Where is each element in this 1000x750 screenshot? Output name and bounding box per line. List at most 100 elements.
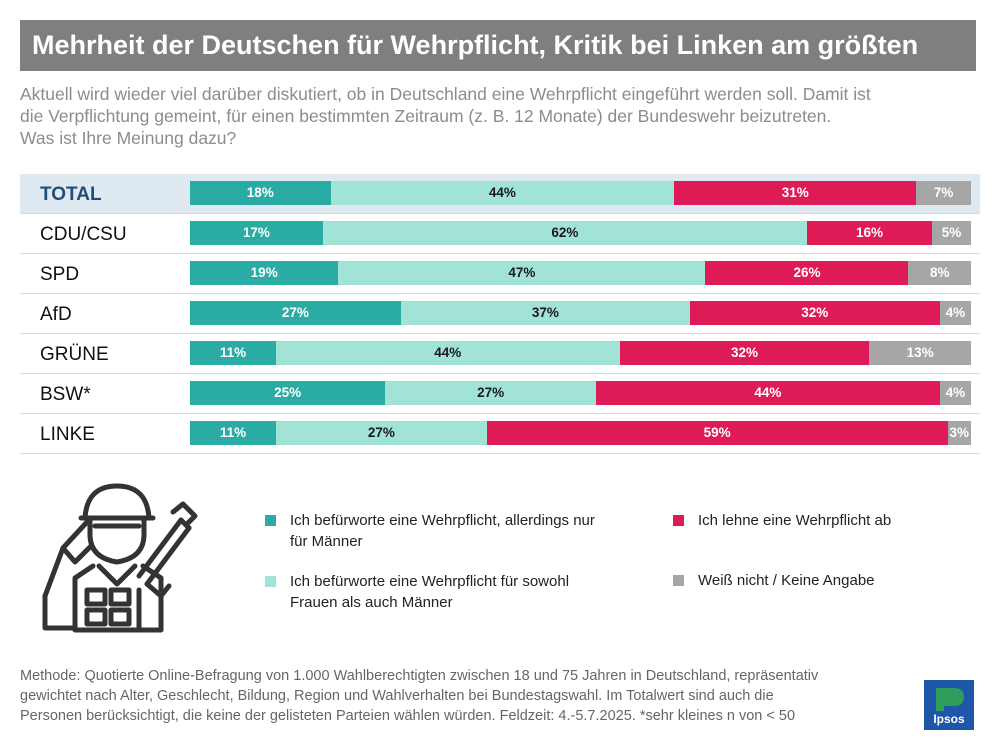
chart-row: TOTAL 18% 44% 31% 7%	[20, 174, 980, 214]
data-label: 11%	[219, 345, 247, 360]
chart-subtitle: Aktuell wird wieder viel darüber diskuti…	[20, 83, 980, 149]
data-label: 26%	[793, 265, 821, 280]
category-label: BSW*	[40, 384, 91, 405]
seg-both: 44%	[275, 341, 620, 365]
chart-row: GRÜNE 11% 44% 32% 13%	[20, 334, 980, 374]
data-label: 16%	[855, 225, 883, 240]
seg-men-only: 19%	[190, 261, 339, 285]
seg-unknown: 7%	[916, 181, 971, 205]
category-label: SPD	[40, 264, 80, 285]
seg-both: 62%	[322, 221, 807, 245]
data-label: 4%	[945, 305, 966, 320]
legend-label-line: Ich befürworte eine Wehrpflicht für sowo…	[290, 573, 570, 590]
logo-text: Ipsos	[933, 712, 965, 726]
data-label: 44%	[434, 345, 462, 360]
chart-row: AfD 27% 37% 32% 4%	[20, 294, 980, 334]
seg-men-only: 11%	[190, 421, 276, 445]
category-label: LINKE	[40, 424, 95, 445]
data-label: 47%	[508, 265, 536, 280]
data-label: 27%	[367, 425, 395, 440]
saluting-soldier-icon	[42, 483, 198, 633]
seg-men-only: 25%	[190, 381, 386, 405]
stacked-bar: 27% 37% 32% 4%	[190, 301, 971, 325]
seg-unknown: 4%	[939, 381, 971, 405]
seg-both: 27%	[385, 381, 597, 405]
data-label: 44%	[754, 385, 782, 400]
data-label: 31%	[781, 185, 809, 200]
subtitle-line: die Verpflichtung gemeint, für einen bes…	[20, 106, 832, 126]
stacked-bar: 18% 44% 31% 7%	[190, 181, 971, 205]
data-label: 7%	[933, 185, 954, 200]
seg-reject: 32%	[619, 341, 870, 365]
seg-reject: 59%	[486, 421, 948, 445]
legend-label-line: Weiß nicht / Keine Angabe	[698, 572, 875, 589]
data-label: 32%	[730, 345, 758, 360]
methodology-note: Methode: Quotierte Online-Befragung von …	[20, 666, 920, 726]
category-label: TOTAL	[40, 184, 102, 205]
data-label: 19%	[250, 265, 278, 280]
legend-item-unknown: Weiß nicht / Keine Angabe	[698, 570, 978, 591]
chart-row: BSW* 25% 27% 44% 4%	[20, 374, 980, 414]
seg-unknown: 8%	[908, 261, 971, 285]
data-label: 44%	[488, 185, 516, 200]
category-label: CDU/CSU	[40, 224, 127, 245]
seg-men-only: 27%	[190, 301, 401, 325]
data-label: 37%	[531, 305, 559, 320]
data-label: 5%	[941, 225, 962, 240]
data-label: 8%	[929, 265, 950, 280]
legend-label-line: für Männer	[290, 533, 363, 550]
subtitle-line: Was ist Ihre Meinung dazu?	[20, 128, 237, 148]
legend-label-line: Ich befürworte eine Wehrpflicht, allerdi…	[290, 512, 595, 529]
seg-reject: 26%	[705, 261, 909, 285]
seg-reject: 44%	[596, 381, 940, 405]
ipsos-logo: Ipsos	[924, 680, 974, 730]
footer-line: Methode: Quotierte Online-Befragung von …	[20, 668, 819, 684]
category-label: GRÜNE	[40, 344, 109, 365]
logo-mark-icon	[936, 688, 964, 711]
category-label: AfD	[40, 304, 72, 325]
data-label: 25%	[274, 385, 302, 400]
data-label: 27%	[281, 305, 309, 320]
seg-unknown: 3%	[947, 421, 971, 445]
stacked-bar: 11% 27% 59% 3%	[190, 421, 971, 445]
stacked-bar: 11% 44% 32% 13%	[190, 341, 971, 365]
seg-reject: 16%	[806, 221, 932, 245]
data-label: 11%	[219, 425, 247, 440]
seg-reject: 32%	[689, 301, 940, 325]
seg-both: 47%	[338, 261, 706, 285]
legend-swatch-men-only	[265, 515, 276, 526]
legend-swatch-unknown	[673, 575, 684, 586]
seg-men-only: 18%	[190, 181, 331, 205]
legend-item-reject: Ich lehne eine Wehrpflicht ab	[698, 510, 978, 531]
subtitle-line: Aktuell wird wieder viel darüber diskuti…	[20, 84, 871, 104]
data-label: 32%	[801, 305, 829, 320]
data-label: 13%	[906, 345, 934, 360]
stacked-bar: 17% 62% 16% 5%	[190, 221, 971, 245]
chart-row: CDU/CSU 17% 62% 16% 5%	[20, 214, 980, 254]
stacked-bar: 25% 27% 44% 4%	[190, 381, 971, 405]
seg-both: 44%	[330, 181, 675, 205]
seg-reject: 31%	[674, 181, 917, 205]
data-label: 27%	[477, 385, 505, 400]
chart-title: Mehrheit der Deutschen für Wehrpflicht, …	[20, 20, 976, 71]
legend-swatch-reject	[673, 515, 684, 526]
footer-line: Personen berücksichtigt, die keine der g…	[20, 708, 796, 724]
data-label: 18%	[246, 185, 274, 200]
chart-row: SPD 19% 47% 26% 8%	[20, 254, 980, 294]
data-label: 4%	[945, 385, 966, 400]
seg-unknown: 4%	[939, 301, 971, 325]
seg-unknown: 5%	[931, 221, 971, 245]
chart-row: LINKE 11% 27% 59% 3%	[20, 414, 980, 454]
seg-both: 27%	[275, 421, 487, 445]
legend-item-men-only: Ich befürworte eine Wehrpflicht, allerdi…	[290, 510, 650, 552]
data-label: 59%	[703, 425, 731, 440]
seg-men-only: 11%	[190, 341, 276, 365]
data-label: 62%	[551, 225, 579, 240]
stacked-bar: 19% 47% 26% 8%	[190, 261, 971, 285]
legend-label-line: Frauen als auch Männer	[290, 594, 453, 611]
seg-men-only: 17%	[190, 221, 323, 245]
legend-label-line: Ich lehne eine Wehrpflicht ab	[698, 512, 892, 529]
legend-item-both: Ich befürworte eine Wehrpflicht für sowo…	[290, 571, 650, 613]
data-label: 3%	[949, 425, 970, 440]
seg-unknown: 13%	[869, 341, 971, 365]
